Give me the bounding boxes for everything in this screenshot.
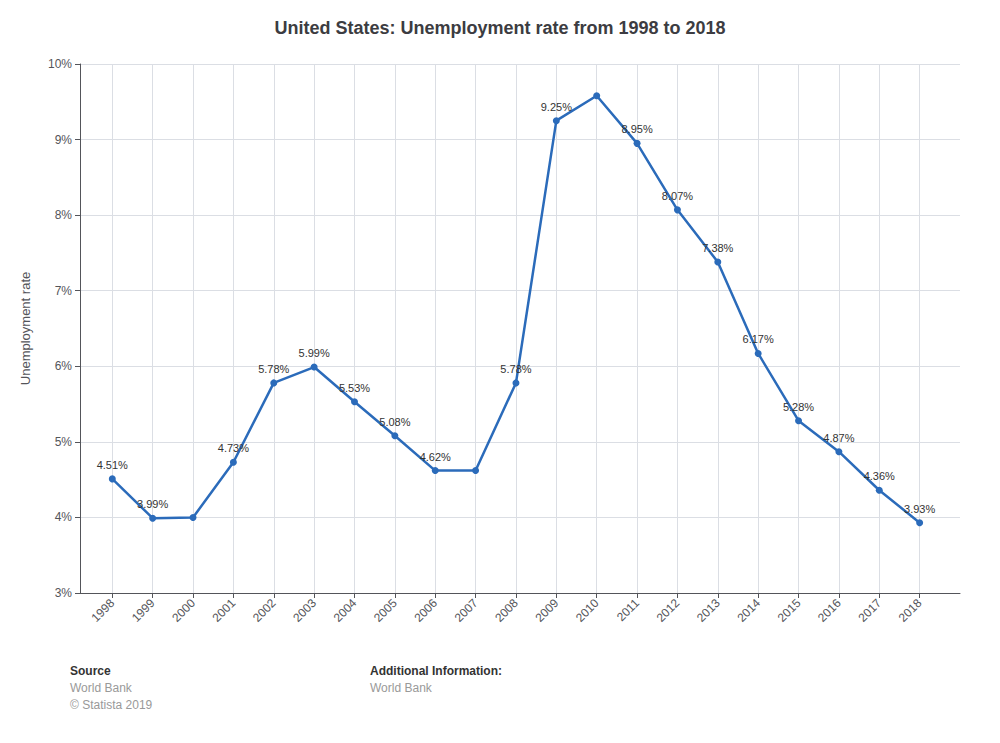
svg-text:5.08%: 5.08%: [379, 416, 410, 428]
svg-text:© Statista 2019: © Statista 2019: [70, 698, 153, 712]
svg-text:2009: 2009: [533, 596, 562, 625]
svg-text:2010: 2010: [573, 596, 602, 625]
svg-text:4%: 4%: [55, 510, 73, 524]
svg-text:4.36%: 4.36%: [864, 470, 895, 482]
svg-text:3.99%: 3.99%: [137, 498, 168, 510]
svg-text:2000: 2000: [169, 596, 198, 625]
svg-text:1998: 1998: [88, 596, 117, 625]
svg-text:9.25%: 9.25%: [541, 101, 572, 113]
svg-text:5.78%: 5.78%: [258, 363, 289, 375]
svg-text:2017: 2017: [855, 596, 884, 625]
svg-text:5.53%: 5.53%: [339, 382, 370, 394]
svg-text:7%: 7%: [55, 284, 73, 298]
svg-text:United States: Unemployment ra: United States: Unemployment rate from 19…: [274, 18, 725, 38]
svg-text:1999: 1999: [129, 596, 158, 625]
svg-text:4.73%: 4.73%: [218, 442, 249, 454]
svg-text:2003: 2003: [290, 596, 319, 625]
svg-text:2001: 2001: [210, 596, 239, 625]
svg-text:2007: 2007: [452, 596, 481, 625]
svg-text:2013: 2013: [694, 596, 723, 625]
svg-text:5.99%: 5.99%: [299, 347, 330, 359]
svg-text:5.78%: 5.78%: [500, 363, 531, 375]
svg-text:3.93%: 3.93%: [904, 503, 935, 515]
svg-text:Unemployment rate: Unemployment rate: [18, 272, 33, 385]
svg-text:2018: 2018: [896, 596, 925, 625]
svg-text:4.87%: 4.87%: [823, 432, 854, 444]
svg-text:2005: 2005: [371, 596, 400, 625]
svg-text:4.62%: 4.62%: [420, 451, 451, 463]
svg-text:10%: 10%: [48, 57, 72, 71]
svg-text:8%: 8%: [55, 208, 73, 222]
svg-text:World Bank: World Bank: [370, 681, 433, 695]
svg-text:7.38%: 7.38%: [702, 242, 733, 254]
svg-text:2011: 2011: [614, 596, 642, 624]
svg-text:World Bank: World Bank: [70, 681, 133, 695]
svg-text:5.28%: 5.28%: [783, 401, 814, 413]
svg-text:4.51%: 4.51%: [97, 459, 128, 471]
svg-text:8.07%: 8.07%: [662, 190, 693, 202]
svg-text:5%: 5%: [55, 435, 73, 449]
svg-text:2016: 2016: [815, 596, 844, 625]
svg-text:2012: 2012: [654, 596, 683, 625]
svg-text:2014: 2014: [734, 596, 763, 625]
svg-text:2004: 2004: [331, 596, 360, 625]
svg-text:6%: 6%: [55, 359, 73, 373]
svg-text:3%: 3%: [55, 586, 73, 600]
svg-text:2006: 2006: [411, 596, 440, 625]
svg-text:6.17%: 6.17%: [743, 333, 774, 345]
svg-text:9%: 9%: [55, 133, 73, 147]
svg-text:2002: 2002: [250, 596, 279, 625]
svg-text:2008: 2008: [492, 596, 521, 625]
svg-text:Additional Information:: Additional Information:: [370, 664, 502, 678]
svg-text:8.95%: 8.95%: [621, 123, 652, 135]
svg-text:Source: Source: [70, 664, 111, 678]
svg-text:2015: 2015: [775, 596, 804, 625]
